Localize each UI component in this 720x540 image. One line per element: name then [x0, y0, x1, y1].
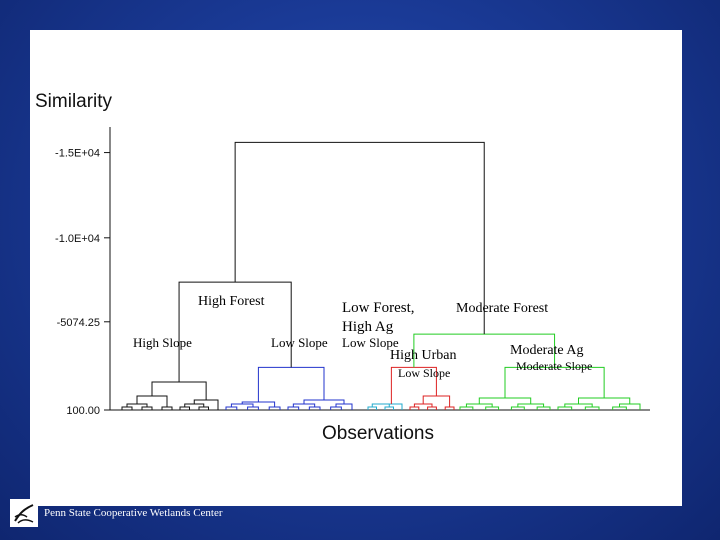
dendrogram-link	[390, 366, 437, 404]
dendrogram-link	[193, 399, 219, 410]
dendrogram-link	[422, 395, 451, 407]
dendrogram-link	[504, 366, 605, 398]
cluster-annotation: High Forest	[198, 294, 265, 309]
wetlands-logo-icon	[10, 499, 38, 527]
dendrogram-link	[234, 141, 485, 335]
cluster-annotation: Low Slope	[398, 366, 450, 380]
cluster-annotation: Low Slope	[271, 335, 328, 350]
cluster-annotation: High Ag	[342, 319, 394, 335]
dendrogram-link	[478, 397, 532, 404]
y-tick-label: -1.5E+04	[55, 148, 100, 160]
y-tick-label: 100.00	[66, 405, 100, 417]
cluster-annotation: Moderate Slope	[516, 359, 592, 373]
cluster-annotation: High Slope	[133, 335, 192, 350]
cluster-annotation: Low Slope	[342, 335, 399, 350]
dendrogram-link	[303, 399, 345, 404]
dendrogram-link	[151, 381, 207, 400]
dendrogram-link	[178, 281, 292, 382]
cluster-annotation: High Urban	[390, 348, 457, 363]
dendrogram-link	[380, 403, 403, 410]
cluster-annotation: Low Forest,	[342, 300, 415, 316]
y-axis-label: Similarity	[35, 91, 113, 112]
y-tick-label: -1.0E+04	[55, 233, 100, 245]
cluster-annotation: Moderate Forest	[456, 301, 548, 316]
cluster-annotation: Moderate Ag	[510, 343, 583, 358]
footer-text: Penn State Cooperative Wetlands Center	[44, 507, 223, 519]
dendrogram-link	[136, 395, 168, 407]
dendrogram-link	[578, 397, 631, 404]
dendrogram-link	[257, 366, 325, 402]
dendrogram-chart: Similarity -1.5E+04 -1.0E+04 -5074.25 100.0…	[35, 91, 650, 444]
slide: Similarity -1.5E+04 -1.0E+04 -5074.25 100.0…	[30, 30, 682, 506]
y-tick-label: -5074.25	[57, 317, 100, 329]
dendrogram-link	[413, 333, 556, 368]
footer: Penn State Cooperative Wetlands Center	[10, 497, 223, 529]
x-axis-label: Observations	[322, 423, 434, 444]
